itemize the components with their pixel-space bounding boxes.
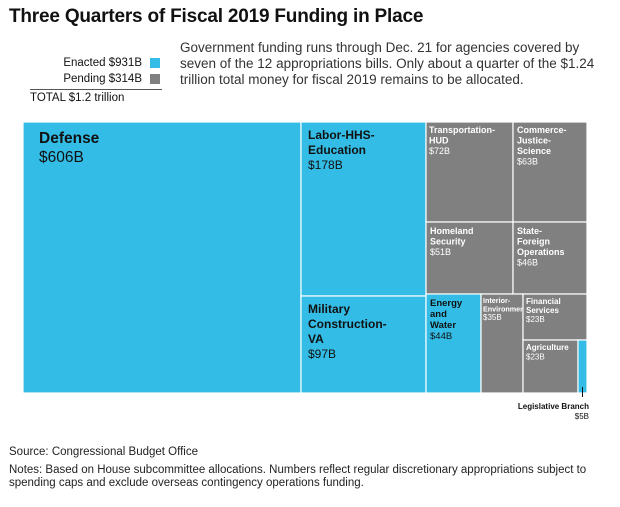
treemap-name-military-construction-va-1: Construction- xyxy=(308,317,387,331)
source-note: Source: Congressional Budget Office xyxy=(9,446,199,458)
treemap-value-military-construction-va: $97B xyxy=(308,347,336,361)
legend-pending-label: Pending $314B xyxy=(63,73,142,85)
treemap-block-labor-hhs-education: Labor-HHS-Education$178B xyxy=(300,121,427,297)
treemap-rect-commerce-justice-science xyxy=(512,121,588,223)
legend-total: TOTAL $1.2 trillion xyxy=(30,89,162,105)
treemap-name-transportation-hud-0: Transportation- xyxy=(429,125,495,135)
treemap-name-labor-hhs-education-1: Education xyxy=(308,143,366,157)
treemap-chart: Defense$606BLabor-HHS-Education$178BMili… xyxy=(22,121,589,421)
treemap-name-financial-services-1: Services xyxy=(526,306,559,315)
treemap-value-labor-hhs-education: $178B xyxy=(308,158,343,172)
treemap-rect-defense xyxy=(22,121,302,394)
chart-description: Government funding runs through Dec. 21 … xyxy=(180,40,595,87)
treemap-rect-financial-services xyxy=(522,293,588,341)
legend: Enacted $931B Pending $314B TOTAL $1.2 t… xyxy=(30,55,162,105)
treemap-value-financial-services: $23B xyxy=(526,315,545,324)
treemap-value-interior-environment: $35B xyxy=(483,313,502,322)
treemap-name-energy-and-water-1: and xyxy=(430,309,447,320)
treemap-name-defense-0: Defense xyxy=(39,130,100,147)
treemap-name-military-construction-va-2: VA xyxy=(308,332,324,346)
treemap-rect-legislative-branch xyxy=(577,339,588,394)
legend-pending-swatch xyxy=(150,74,160,84)
treemap-block-agriculture: Agriculture$23B xyxy=(522,339,579,394)
treemap-rect-energy-and-water xyxy=(425,293,482,394)
treemap-name-energy-and-water-0: Energy xyxy=(430,298,463,309)
treemap-value-transportation-hud: $72B xyxy=(429,146,450,156)
treemap-name-interior-environment-0: Interior- xyxy=(483,296,511,305)
treemap-rect-labor-hhs-education xyxy=(300,121,427,297)
treemap-name-legislative-branch: Legislative Branch xyxy=(518,402,589,411)
treemap-name-transportation-hud-1: HUD xyxy=(429,136,449,146)
legend-pending: Pending $314B xyxy=(30,71,162,87)
treemap-name-energy-and-water-2: Water xyxy=(430,320,456,331)
treemap-name-financial-services-0: Financial xyxy=(526,297,561,306)
treemap-value-agriculture: $23B xyxy=(526,353,545,362)
treemap-block-commerce-justice-science: Commerce-Justice-Science$63B xyxy=(512,121,588,223)
treemap-value-legislative-branch: $5B xyxy=(575,412,589,421)
treemap-block-legislative-branch: Legislative Branch$5B xyxy=(518,339,589,421)
treemap-name-state-foreign-operations-2: Operations xyxy=(517,247,565,257)
legend-enacted: Enacted $931B xyxy=(30,55,162,71)
treemap-value-defense: $606B xyxy=(39,149,84,166)
treemap-value-homeland-security: $51B xyxy=(430,247,451,257)
treemap-name-agriculture-0: Agriculture xyxy=(526,343,569,352)
treemap-value-commerce-justice-science: $63B xyxy=(517,157,538,167)
legend-enacted-label: Enacted $931B xyxy=(63,57,142,69)
treemap-name-labor-hhs-education-0: Labor-HHS- xyxy=(308,128,375,142)
treemap-rect-interior-environment xyxy=(480,293,524,394)
legend-enacted-swatch xyxy=(150,58,160,68)
treemap-rect-transportation-hud xyxy=(425,121,514,223)
treemap-value-energy-and-water: $44B xyxy=(430,331,452,342)
treemap-name-homeland-security-0: Homeland xyxy=(430,226,474,236)
treemap-name-military-construction-va-0: Military xyxy=(308,302,350,316)
treemap-value-state-foreign-operations: $46B xyxy=(517,258,538,268)
footnotes: Notes: Based on House subcommittee alloc… xyxy=(9,464,587,489)
treemap-name-homeland-security-1: Security xyxy=(430,237,466,247)
treemap-rect-state-foreign-operations xyxy=(512,221,588,295)
treemap-name-state-foreign-operations-1: Foreign xyxy=(517,237,550,247)
treemap-name-commerce-justice-science-1: Justice- xyxy=(517,136,551,146)
treemap-name-interior-environment-1: Environment xyxy=(483,305,528,314)
treemap-name-commerce-justice-science-0: Commerce- xyxy=(517,125,567,135)
treemap-block-defense: Defense $606B xyxy=(22,121,302,394)
chart-title: Three Quarters of Fiscal 2019 Funding in… xyxy=(9,6,424,27)
treemap-block-interior-environment: Interior-Environment$35B xyxy=(480,293,528,394)
treemap-rect-military-construction-va xyxy=(300,295,427,394)
treemap-name-state-foreign-operations-0: State- xyxy=(517,226,542,236)
treemap-name-commerce-justice-science-2: Science xyxy=(517,146,551,156)
treemap-block-transportation-hud: Transportation-HUD$72B xyxy=(425,121,514,223)
